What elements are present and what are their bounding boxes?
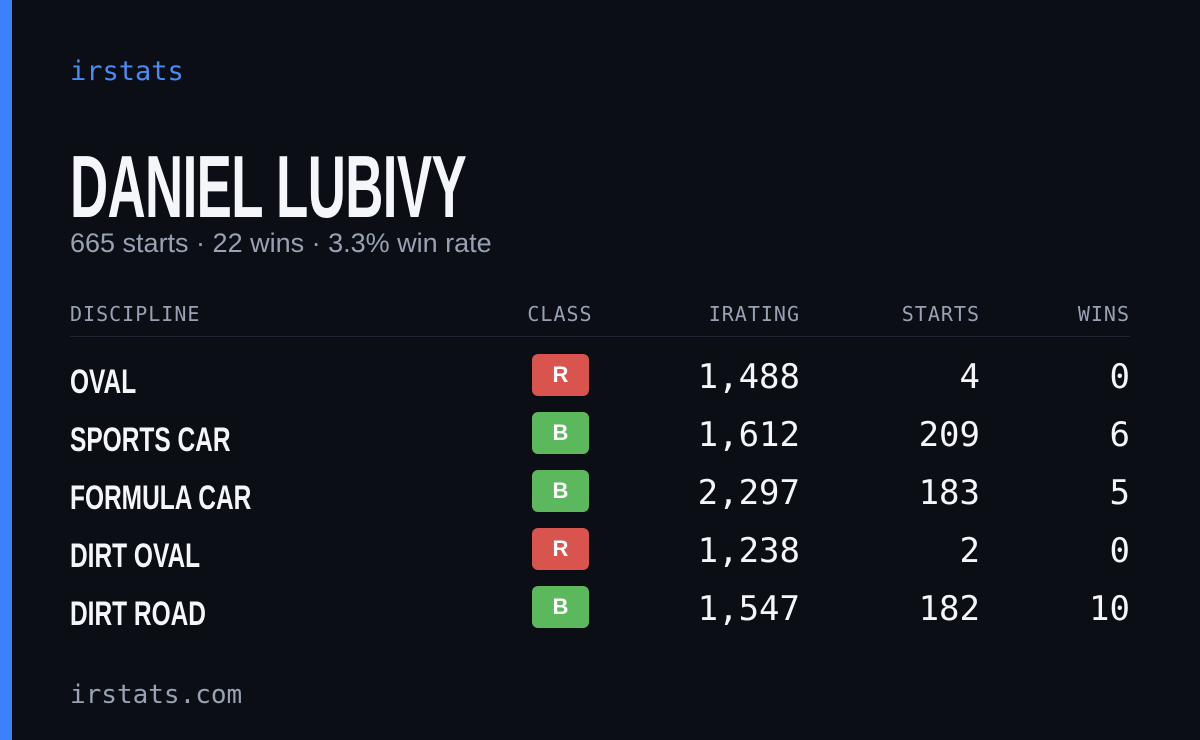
class-badge: R xyxy=(532,354,589,396)
starts: 183 xyxy=(918,473,980,513)
wins: 0 xyxy=(1109,531,1130,571)
starts: 2 xyxy=(959,531,980,571)
irating: 1,612 xyxy=(697,415,800,455)
class-badge: B xyxy=(532,470,589,512)
column-header: WINS xyxy=(1077,302,1130,326)
divider xyxy=(70,336,1130,337)
wins: 5 xyxy=(1109,473,1130,513)
discipline: DIRT ROAD xyxy=(70,595,207,633)
starts: 182 xyxy=(918,589,980,629)
starts: 209 xyxy=(918,415,980,455)
class-badge: B xyxy=(532,586,589,628)
driver-summary: 665 starts · 22 wins · 3.3% win rate xyxy=(70,228,492,258)
column-header: IRATING xyxy=(708,302,800,326)
irating: 2,297 xyxy=(697,473,800,513)
discipline: DIRT OVAL xyxy=(70,537,201,575)
irating: 1,238 xyxy=(697,531,800,571)
column-header: CLASS xyxy=(527,302,593,326)
starts: 4 xyxy=(959,357,980,397)
class-badge: R xyxy=(532,528,589,570)
wins: 6 xyxy=(1109,415,1130,455)
discipline: OVAL xyxy=(70,363,137,401)
class-badge: B xyxy=(532,412,589,454)
driver-name: DANIEL LUBIVY xyxy=(70,137,467,236)
wins: 0 xyxy=(1109,357,1130,397)
discipline: SPORTS CAR xyxy=(70,421,231,459)
brand: irstats xyxy=(70,56,184,87)
footer: irstats.com xyxy=(70,680,243,710)
column-header: STARTS xyxy=(901,302,980,326)
discipline: FORMULA CAR xyxy=(70,479,252,517)
column-header: DISCIPLINE xyxy=(70,302,201,326)
wins: 10 xyxy=(1089,589,1130,629)
accent-bar xyxy=(0,0,12,740)
irating: 1,488 xyxy=(697,357,800,397)
irating: 1,547 xyxy=(697,589,800,629)
